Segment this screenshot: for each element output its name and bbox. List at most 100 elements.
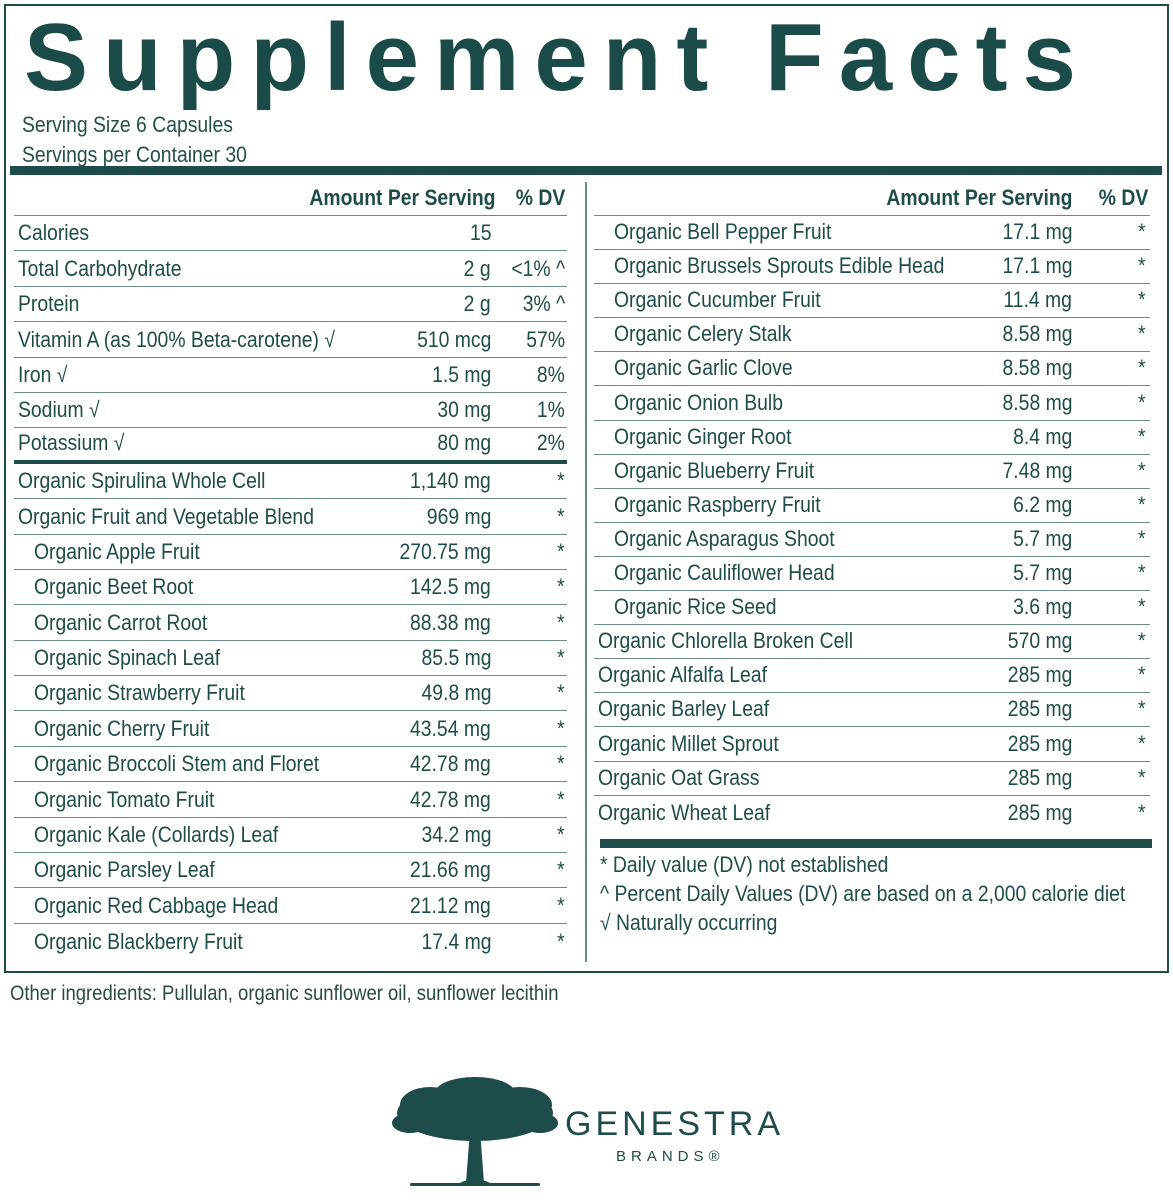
ingredient-amount: 270.75 mg bbox=[399, 538, 491, 564]
ingredient-dv: * bbox=[1138, 321, 1146, 347]
ingredient-dv: * bbox=[557, 574, 565, 600]
ingredient-dv: 57% bbox=[526, 326, 565, 352]
dv-header: % DV bbox=[515, 185, 566, 210]
ingredient-amount: 285 mg bbox=[1007, 764, 1072, 790]
tree-icon bbox=[392, 1077, 558, 1186]
ingredient-amount: 3.6 mg bbox=[1012, 594, 1072, 620]
table-row: Organic Celery Stalk 8.58 mg * bbox=[594, 318, 1150, 353]
ingredient-name: Organic Carrot Root bbox=[34, 609, 208, 635]
table-row: Organic Alfalfa Leaf 285 mg * bbox=[594, 659, 1150, 694]
ingredient-name: Organic Cauliflower Head bbox=[614, 560, 835, 586]
ingredient-amount: 285 mg bbox=[1007, 662, 1072, 688]
table-row: Potassium √ 80 mg 2% bbox=[14, 428, 567, 464]
left-column-header: Amount Per Serving % DV bbox=[14, 182, 567, 216]
ingredient-name: Organic Spinach Leaf bbox=[34, 645, 221, 671]
ingredient-amount: 1,140 mg bbox=[410, 468, 491, 494]
ingredient-name: Organic Broccoli Stem and Floret bbox=[34, 751, 320, 777]
ingredient-dv: * bbox=[1138, 219, 1146, 245]
ingredient-name: Organic Brussels Sprouts Edible Head bbox=[614, 253, 945, 279]
ingredient-amount: 21.66 mg bbox=[410, 857, 491, 883]
right-rows: Organic Bell Pepper Fruit 17.1 mg * Organic… bbox=[594, 216, 1150, 830]
right-nutrient-column: Amount Per Serving % DV Organic Bell Pep… bbox=[594, 182, 1150, 830]
ingredient-dv: * bbox=[1138, 696, 1146, 722]
page-title: Supplement Facts bbox=[24, 4, 1091, 111]
ingredient-amount: 17.1 mg bbox=[1002, 253, 1072, 279]
ingredient-dv: * bbox=[557, 609, 565, 635]
ingredient-dv: 1% bbox=[537, 397, 565, 423]
table-row: Total Carbohydrate 2 g <1% ^ bbox=[14, 251, 567, 287]
ingredient-name: Organic Barley Leaf bbox=[598, 696, 770, 722]
supplement-facts-panel: Supplement Facts Serving Size 6 Capsules… bbox=[4, 4, 1169, 973]
servings-per-container: Servings per Container 30 bbox=[22, 142, 247, 167]
ingredient-name: Organic Oat Grass bbox=[598, 764, 760, 790]
ingredient-name: Organic Parsley Leaf bbox=[34, 857, 215, 883]
table-row: Organic Cherry Fruit 43.54 mg * bbox=[14, 711, 567, 747]
ingredient-amount: 969 mg bbox=[426, 503, 491, 529]
table-row: Organic Cucumber Fruit 11.4 mg * bbox=[594, 284, 1150, 319]
ingredient-name: Organic Garlic Clove bbox=[614, 355, 793, 381]
ingredient-name: Organic Blackberry Fruit bbox=[34, 929, 243, 955]
ingredient-dv: * bbox=[557, 892, 565, 918]
amount-header: Amount Per Serving bbox=[885, 185, 1072, 210]
ingredient-amount: 11.4 mg bbox=[1003, 287, 1072, 313]
ingredient-name: Organic Wheat Leaf bbox=[598, 799, 771, 825]
table-row: Iron √ 1.5 mg 8% bbox=[14, 358, 567, 393]
table-row: Organic Beet Root 142.5 mg * bbox=[14, 570, 567, 606]
ingredient-dv: * bbox=[557, 929, 565, 955]
table-row: Organic Spirulina Whole Cell 1,140 mg * bbox=[14, 464, 567, 500]
ingredient-name: Organic Strawberry Fruit bbox=[34, 680, 245, 706]
ingredient-name: Total Carbohydrate bbox=[18, 255, 182, 281]
ingredient-dv: * bbox=[1138, 764, 1146, 790]
ingredient-amount: 30 mg bbox=[437, 397, 491, 423]
ingredient-amount: 88.38 mg bbox=[410, 609, 491, 635]
ingredient-dv: * bbox=[557, 715, 565, 741]
left-nutrient-column: Amount Per Serving % DV Calories 15 Total … bbox=[14, 182, 567, 959]
ingredient-amount: 142.5 mg bbox=[410, 574, 491, 600]
ingredient-amount: 8.58 mg bbox=[1002, 355, 1072, 381]
table-row: Organic Ginger Root 8.4 mg * bbox=[594, 421, 1150, 455]
ingredient-name: Organic Ginger Root bbox=[614, 423, 792, 449]
ingredient-dv: <1% ^ bbox=[511, 255, 565, 281]
table-row: Organic Brussels Sprouts Edible Head 17.1… bbox=[594, 250, 1150, 285]
table-row: Organic Blueberry Fruit 7.48 mg * bbox=[594, 455, 1150, 489]
ingredient-name: Organic Beet Root bbox=[34, 574, 194, 600]
ingredient-dv: 3% ^ bbox=[522, 291, 565, 317]
ingredient-amount: 8.58 mg bbox=[1002, 321, 1072, 347]
ingredient-dv: * bbox=[1138, 662, 1146, 688]
ingredient-amount: 285 mg bbox=[1007, 696, 1072, 722]
table-row: Protein 2 g 3% ^ bbox=[14, 287, 567, 323]
ingredient-name: Organic Fruit and Vegetable Blend bbox=[18, 503, 314, 529]
ingredient-amount: 17.1 mg bbox=[1002, 219, 1072, 245]
table-row: Organic Millet Sprout 285 mg * bbox=[594, 727, 1150, 762]
ingredient-amount: 2 g bbox=[464, 291, 491, 317]
ingredient-dv: * bbox=[1138, 799, 1146, 825]
ingredient-name: Protein bbox=[18, 291, 80, 317]
ingredient-dv: * bbox=[557, 857, 565, 883]
table-row: Organic Raspberry Fruit 6.2 mg * bbox=[594, 489, 1150, 523]
ingredient-amount: 5.7 mg bbox=[1012, 560, 1072, 586]
ingredient-amount: 1.5 mg bbox=[431, 361, 491, 387]
ingredient-amount: 8.4 mg bbox=[1012, 423, 1072, 449]
ingredient-amount: 42.78 mg bbox=[410, 751, 491, 777]
ingredient-dv: * bbox=[557, 538, 565, 564]
table-row: Organic Parsley Leaf 21.66 mg * bbox=[14, 853, 567, 889]
table-row: Organic Kale (Collards) Leaf 34.2 mg * bbox=[14, 818, 567, 854]
ingredient-dv: * bbox=[1138, 628, 1146, 654]
ingredient-name: Organic Red Cabbage Head bbox=[34, 892, 279, 918]
brand-name: GENESTRA bbox=[565, 1105, 785, 1143]
ingredient-amount: 285 mg bbox=[1007, 799, 1072, 825]
ingredient-name: Organic Millet Sprout bbox=[598, 730, 779, 756]
ingredient-dv: * bbox=[1138, 423, 1146, 449]
ingredient-name: Iron √ bbox=[18, 361, 68, 387]
ingredient-name: Organic Cherry Fruit bbox=[34, 715, 210, 741]
ingredient-name: Potassium √ bbox=[18, 429, 125, 455]
table-row: Organic Rice Seed 3.6 mg * bbox=[594, 591, 1150, 626]
footnote: √ Naturally occurring bbox=[600, 910, 778, 935]
ingredient-amount: 570 mg bbox=[1007, 628, 1072, 654]
amount-header: Amount Per Serving bbox=[308, 185, 495, 210]
ingredient-dv: * bbox=[1138, 287, 1146, 313]
ingredient-name: Calories bbox=[18, 220, 90, 246]
ingredient-amount: 285 mg bbox=[1007, 730, 1072, 756]
table-row: Organic Apple Fruit 270.75 mg * bbox=[14, 535, 567, 570]
table-row: Organic Blackberry Fruit 17.4 mg * bbox=[14, 924, 567, 959]
